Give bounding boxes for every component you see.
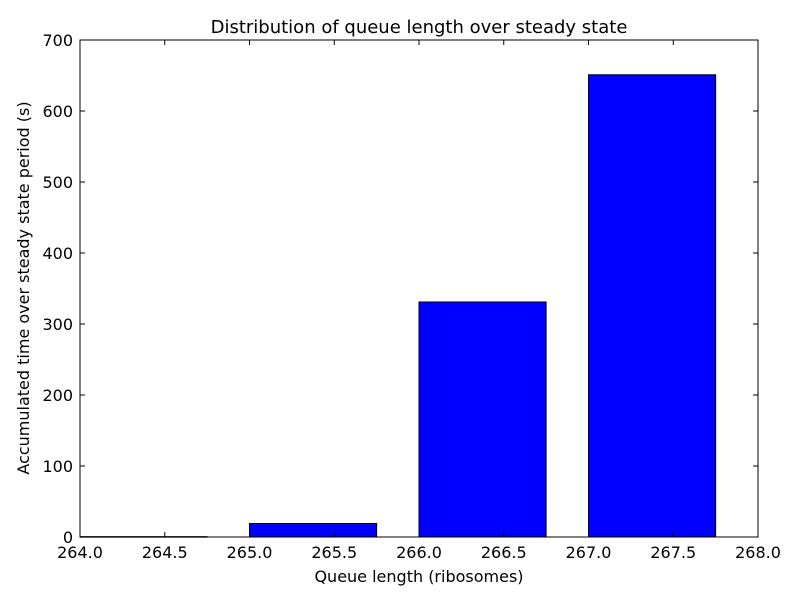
- x-tick-label-2: 265.0: [227, 543, 273, 562]
- x-tick-label-5: 266.5: [481, 543, 527, 562]
- bar-1: [249, 523, 378, 538]
- y-tick-label-2: 200: [42, 386, 73, 405]
- x-tick-label-8: 268.0: [735, 543, 781, 562]
- y-tick-label-6: 600: [42, 102, 73, 121]
- y-tick-label-7: 700: [42, 31, 73, 50]
- bars-group: [79, 74, 717, 538]
- x-tick-label-4: 266.0: [396, 543, 442, 562]
- x-tick-label-6: 267.0: [566, 543, 612, 562]
- ticks-group: 264.0 264.5 265.0 265.5 266.0 266.5 267.0 267.5…: [42, 31, 780, 562]
- x-tick-label-3: 265.5: [311, 543, 357, 562]
- x-axis-label: Queue length (ribosomes): [314, 567, 523, 586]
- chart-title: Distribution of queue length over steady…: [211, 17, 628, 38]
- bar-2: [418, 301, 547, 538]
- y-tick-label-3: 300: [42, 315, 73, 334]
- x-tick-label-1: 264.5: [142, 543, 188, 562]
- x-tick-label-7: 267.5: [650, 543, 696, 562]
- y-tick-label-1: 100: [42, 457, 73, 476]
- y-tick-label-5: 500: [42, 173, 73, 192]
- y-tick-label-0: 0: [63, 528, 73, 547]
- x-tick-label-0: 264.0: [57, 543, 103, 562]
- y-tick-label-4: 400: [42, 244, 73, 263]
- bar-3: [588, 74, 717, 538]
- y-axis-label: Accumulated time over steady state perio…: [14, 101, 33, 474]
